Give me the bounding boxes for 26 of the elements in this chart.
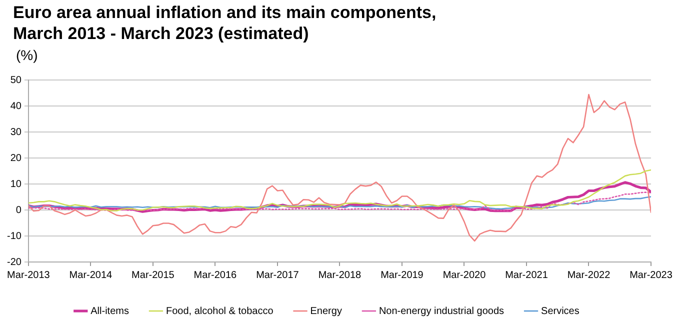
y-axis-title: (%) (16, 47, 38, 63)
x-tick-label: Mar-2018 (318, 270, 362, 281)
legend-label: Energy (310, 306, 342, 317)
x-tick-label: Mar-2020 (442, 270, 486, 281)
x-tick-label: Mar-2015 (132, 270, 175, 281)
y-tick-label: -20 (7, 256, 22, 268)
y-tick-label: 0 (16, 204, 22, 216)
y-tick-label: 50 (10, 74, 22, 86)
legend-label: Non-energy industrial goods (378, 306, 504, 317)
y-tick-label: 40 (10, 100, 22, 112)
chart-title: Euro area annual inflation and its main components, March 2013 - March 2023 (estimated) (13, 2, 438, 44)
x-tick-label: Mar-2022 (567, 270, 611, 281)
y-tick-label: 20 (10, 152, 22, 164)
x-tick-label: Mar-2014 (69, 270, 113, 281)
legend-label: Services (541, 306, 580, 317)
x-tick-label: Mar-2023 (630, 270, 673, 281)
legend-label: Food, alcohol & tobacco (166, 306, 274, 317)
x-tick-label: Mar-2021 (505, 270, 548, 281)
y-tick-label: 30 (10, 126, 22, 138)
legend-label: All-items (90, 306, 129, 317)
x-tick-label: Mar-2013 (7, 270, 50, 281)
y-tick-label: -10 (7, 230, 22, 242)
y-tick-label: 10 (10, 178, 22, 190)
x-tick-label: Mar-2016 (194, 270, 238, 281)
x-tick-label: Mar-2017 (256, 270, 300, 281)
x-tick-label: Mar-2019 (380, 270, 424, 281)
